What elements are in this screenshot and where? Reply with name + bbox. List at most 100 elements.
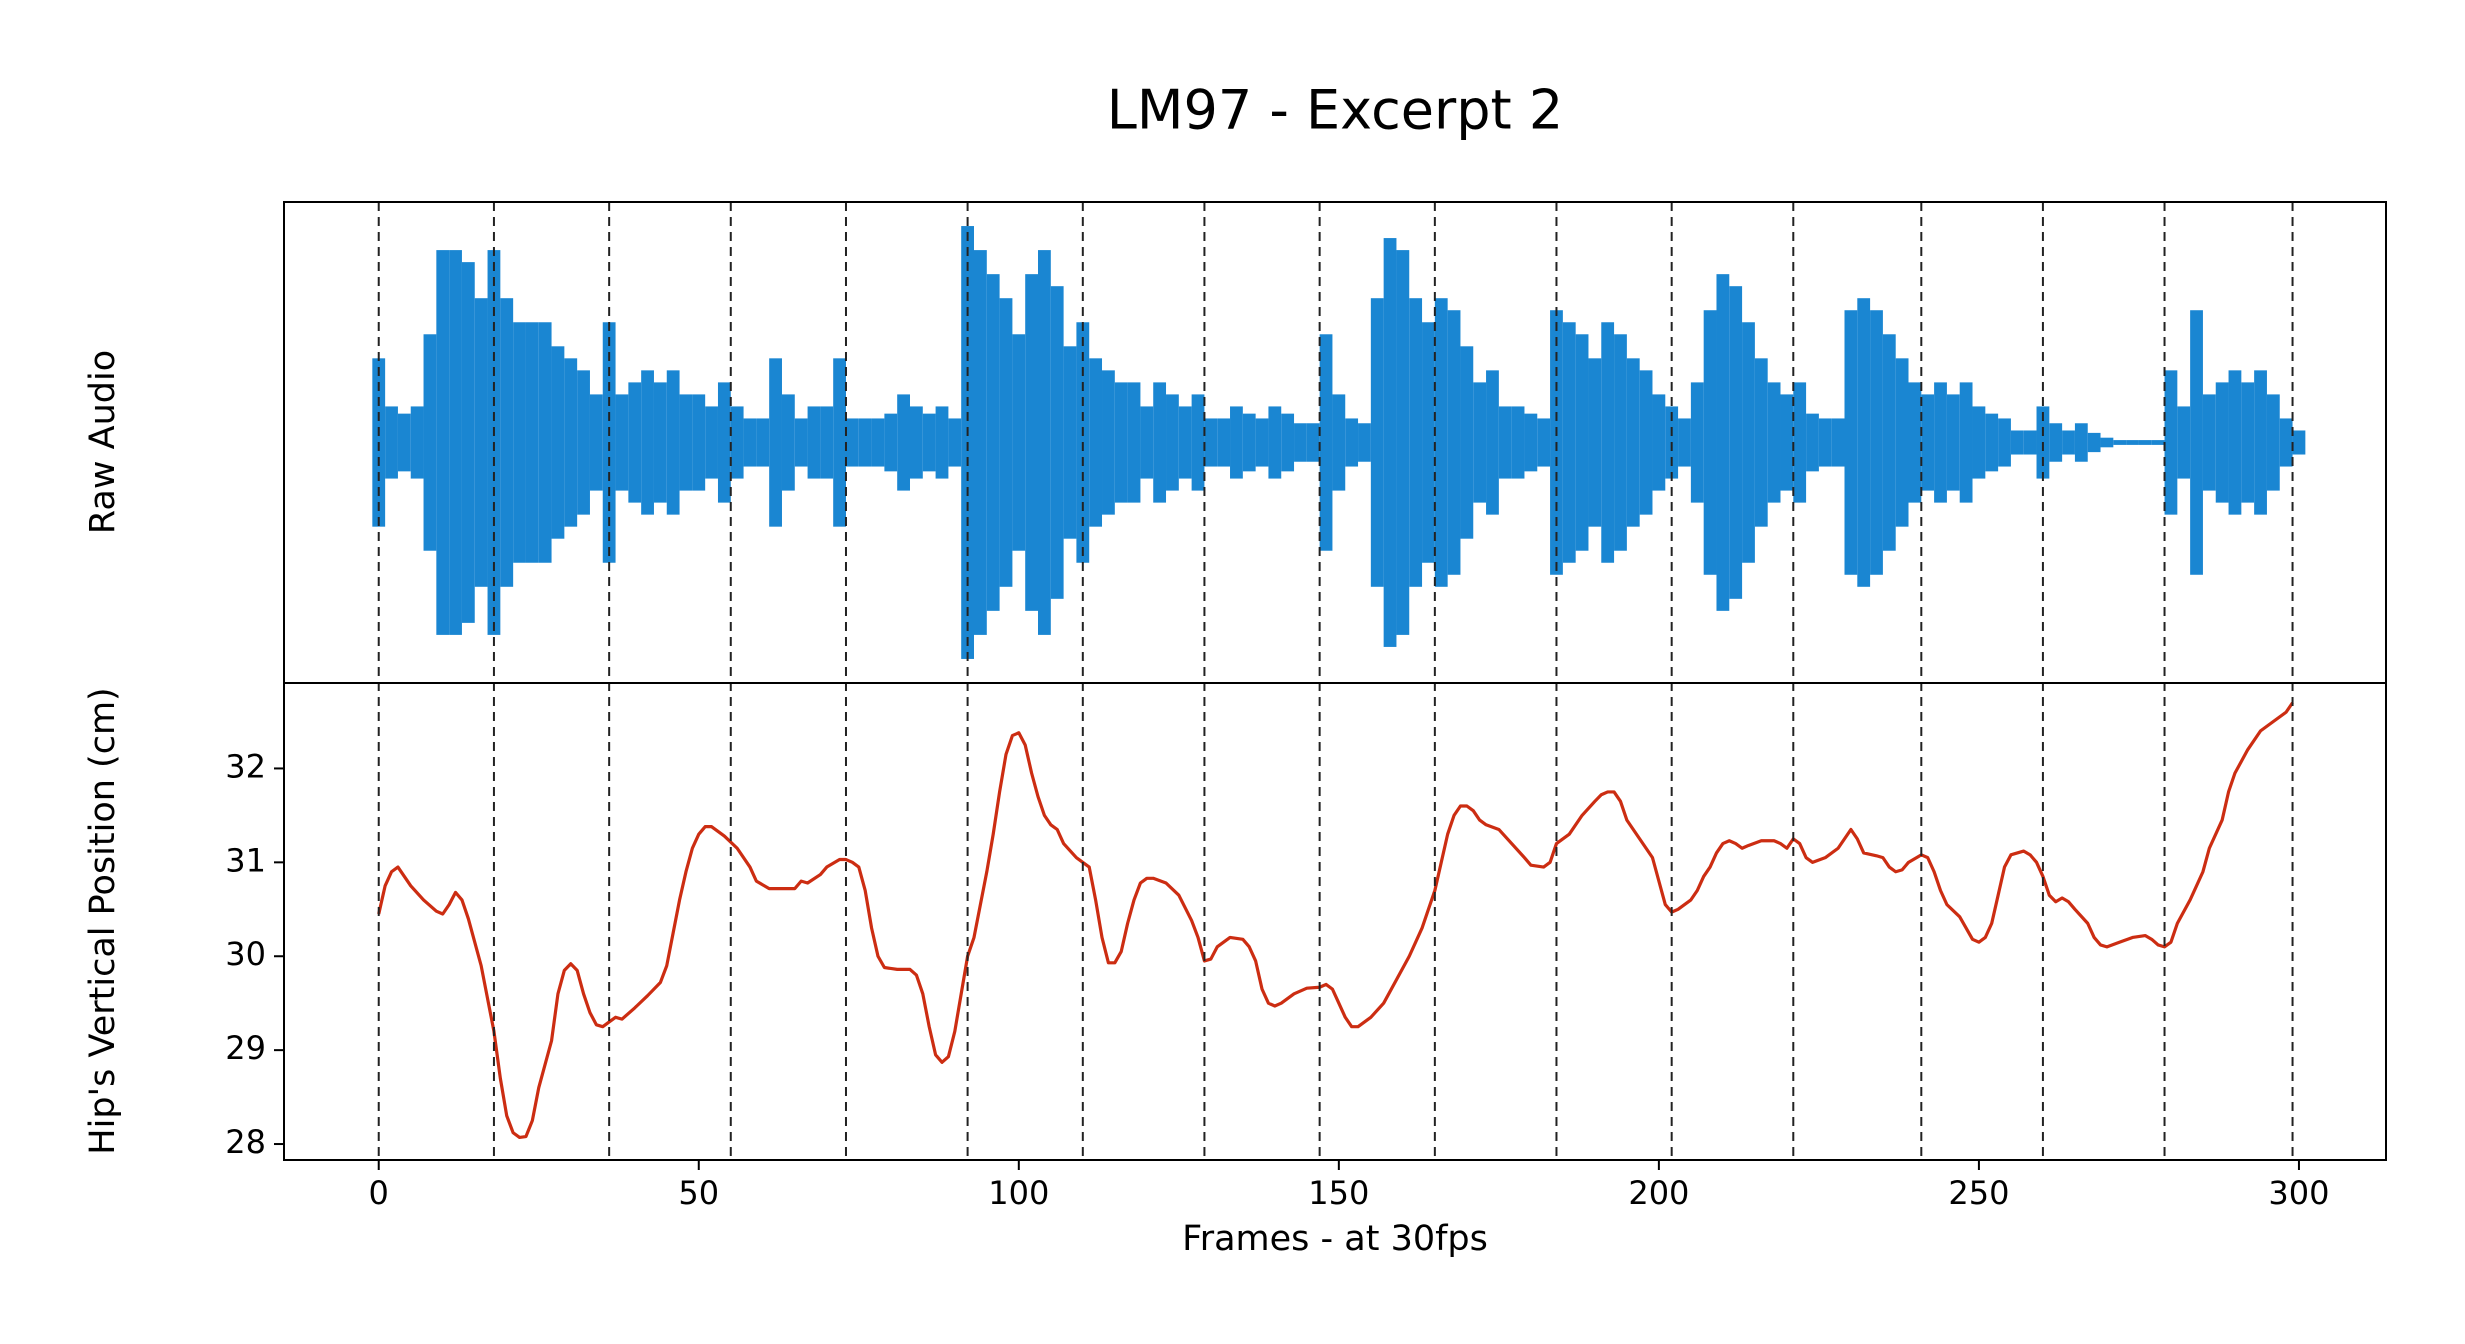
audio-envelope (2074, 423, 2088, 462)
audio-envelope (2100, 437, 2114, 448)
audio-envelope (1242, 413, 1256, 472)
audio-envelope (1358, 423, 1371, 462)
audio-envelope (1409, 298, 1423, 587)
audio-envelope (1178, 406, 1192, 479)
audio-envelope (2023, 430, 2037, 455)
audio-envelope (1524, 413, 1538, 472)
audio-envelope (871, 418, 885, 467)
audio-envelope (1370, 298, 1384, 587)
audio-envelope (1754, 358, 1768, 527)
audio-envelope (1575, 334, 1589, 551)
audio-envelope (2241, 382, 2255, 503)
audio-envelope (2190, 310, 2203, 575)
audio-envelope (2062, 430, 2075, 455)
audio-envelope (2010, 430, 2024, 455)
audio-envelope (999, 298, 1013, 587)
audio-envelope (2202, 394, 2216, 491)
audio-envelope (628, 382, 642, 503)
audio-envelope (1166, 394, 1179, 491)
audio-envelope (2113, 440, 2127, 445)
audio-envelope (1690, 382, 1704, 503)
audio-envelope (1217, 418, 1231, 467)
audio-envelope (538, 322, 552, 563)
audio-envelope (1332, 394, 1346, 491)
audio-envelope (1306, 423, 1320, 462)
audio-envelope (1806, 413, 1819, 472)
audio-envelope (705, 406, 718, 479)
audio-envelope (2164, 370, 2178, 515)
audio-envelope (1498, 406, 1512, 479)
audio-envelope (2126, 440, 2139, 445)
audio-envelope (730, 406, 744, 479)
hip-line (377, 701, 2294, 1140)
audio-envelope (2292, 430, 2306, 455)
audio-envelope (564, 358, 578, 527)
audio-envelope (1089, 358, 1103, 527)
audio-envelope (1345, 418, 1359, 467)
audio-envelope (1191, 394, 1205, 491)
audio-envelope (845, 418, 859, 467)
audio-envelope (1882, 334, 1896, 551)
audio-envelope (2266, 394, 2280, 491)
y-tick-label: 28 (225, 1123, 266, 1161)
audio-envelope (794, 418, 808, 467)
audio-envelope (1473, 382, 1487, 503)
audio-envelope (1934, 382, 1947, 503)
x-tick-label: 300 (2268, 1174, 2329, 1212)
audio-envelope (2215, 382, 2229, 503)
audio-envelope (692, 394, 706, 491)
audio-envelope (2087, 432, 2101, 453)
audio-envelope (1678, 418, 1691, 467)
audio-envelope (1511, 406, 1525, 479)
audio-envelope (1946, 394, 1960, 491)
y-axis-label: Hip's Vertical Position (cm) (83, 687, 123, 1154)
audio-envelope (1230, 406, 1243, 479)
audio-envelope (461, 262, 475, 623)
audio-envelope (1985, 413, 1999, 472)
audio-envelope (1102, 370, 1115, 515)
audio-envelope (1703, 310, 1717, 575)
x-axis-label: Frames - at 30fps (1182, 1219, 1488, 1259)
audio-envelope (641, 370, 654, 515)
audio-envelope (1268, 406, 1282, 479)
audio-envelope (1588, 358, 1602, 527)
audio-envelope (1050, 286, 1064, 599)
audio-envelope (1127, 382, 1141, 503)
audio-envelope (679, 394, 693, 491)
audio-envelope (833, 358, 846, 527)
audio-envelope (1895, 358, 1909, 527)
audio-envelope (577, 370, 590, 515)
audio-envelope (948, 418, 962, 467)
audio-envelope (1742, 322, 1755, 563)
audio-envelope (397, 413, 411, 472)
y-tick-label: 32 (225, 747, 266, 785)
y-tick-label: 31 (225, 841, 266, 879)
audio-envelope (410, 406, 424, 479)
audio-envelope (1972, 406, 1986, 479)
audio-envelope (1818, 418, 1832, 467)
audio-envelope (1025, 274, 1039, 611)
y-tick-label: 29 (225, 1029, 266, 1067)
audio-envelope (1652, 394, 1666, 491)
audio-envelope (2254, 370, 2267, 515)
audio-envelope (1012, 334, 1026, 551)
audio-envelope (551, 346, 565, 539)
axes-frame (283, 682, 2387, 1161)
audio-envelope (1857, 298, 1871, 587)
audio-envelope (500, 298, 514, 587)
audio-envelope (909, 406, 923, 479)
audio-envelope (884, 413, 898, 472)
audio-envelope (1921, 394, 1935, 491)
audio-envelope (1294, 423, 1307, 462)
audio-envelope (2151, 440, 2165, 445)
audio-envelope (781, 394, 795, 491)
audio-envelope (525, 322, 539, 563)
audio-envelope (653, 382, 667, 503)
audio-envelope (1447, 310, 1461, 575)
x-tick-label: 150 (1308, 1174, 1369, 1212)
audio-envelope (1396, 250, 1410, 635)
audio-envelope (474, 298, 488, 587)
audio-envelope (1729, 286, 1743, 599)
audio-envelope (1383, 238, 1397, 647)
